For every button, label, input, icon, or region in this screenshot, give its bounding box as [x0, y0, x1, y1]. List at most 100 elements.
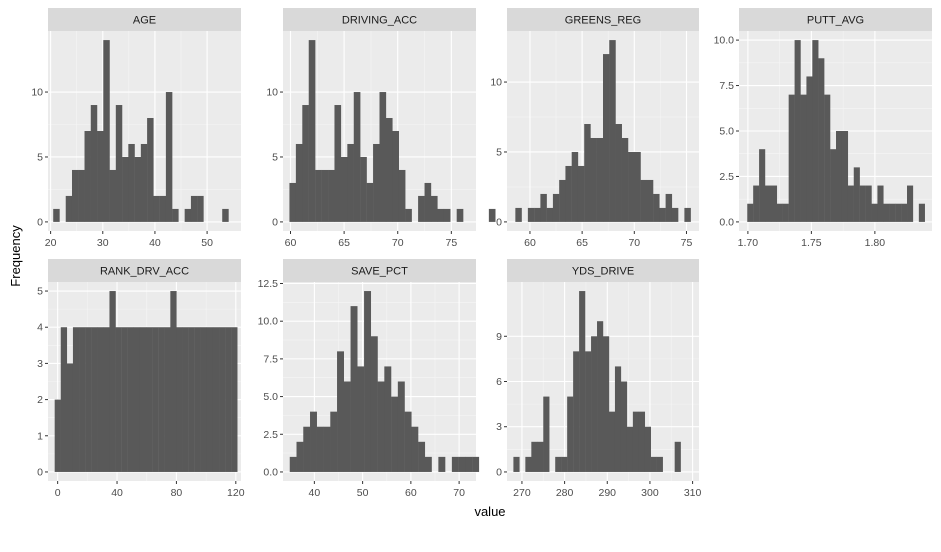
histogram-bar	[310, 411, 317, 472]
y-tick-label: 6	[496, 376, 502, 388]
histogram-bar	[398, 169, 406, 222]
histogram-bar	[103, 327, 110, 472]
y-tick-label: 2	[37, 394, 43, 406]
x-tick-label: 300	[641, 487, 659, 499]
histogram-bar	[644, 426, 651, 472]
histogram-bar	[646, 179, 654, 222]
x-tick-label: 1.80	[865, 237, 886, 249]
y-tick-label: 5	[37, 286, 43, 298]
histogram-bar	[184, 208, 192, 222]
histogram-bar	[128, 143, 135, 222]
histogram-bar	[405, 208, 412, 222]
x-tick-label: 70	[392, 237, 404, 249]
histogram-bar	[411, 426, 419, 472]
histogram-bar	[72, 327, 80, 472]
histogram-bar	[321, 169, 329, 222]
histogram-bar	[219, 327, 226, 472]
y-tick-label: 2.5	[719, 171, 734, 183]
histogram-bar	[830, 149, 837, 222]
y-tick-label: 7.5	[263, 353, 278, 365]
facet-driving-acc: DRIVING_ACC 0 5 10 60 65 70 75	[266, 8, 496, 249]
y-tick-label: 10.0	[714, 35, 735, 47]
y-tick-label: 5.0	[719, 126, 734, 138]
y-tick-label: 5	[496, 146, 502, 158]
histogram-bar	[438, 456, 446, 472]
histogram-bar	[347, 143, 354, 222]
histogram-bar	[865, 185, 872, 222]
histogram-bar	[170, 291, 177, 472]
histogram-bar	[537, 441, 544, 472]
histogram-bar	[577, 165, 585, 222]
histogram-bar	[634, 151, 641, 222]
histogram-bar	[158, 327, 165, 472]
histogram-bar	[153, 195, 160, 222]
histogram-bar	[397, 381, 405, 472]
facet-strip-label: SAVE_PCT	[351, 266, 408, 278]
y-tick-label: 0	[272, 216, 278, 228]
histogram-bar	[79, 327, 86, 472]
histogram-bar	[596, 137, 604, 222]
histogram-bar	[918, 203, 925, 222]
histogram-bar	[430, 195, 438, 222]
histogram-bar	[555, 456, 562, 472]
histogram-bar	[152, 327, 159, 472]
histogram-bar	[164, 327, 171, 472]
facet-rank-drv-acc: RANK_DRV_ACC 0 1 2 3 4 5 0 40 80 120	[37, 259, 245, 499]
histogram-bar	[565, 165, 572, 222]
x-tick-label: 60	[405, 487, 417, 499]
histogram-bar	[824, 94, 831, 222]
histogram-bar	[573, 351, 580, 472]
histogram-bar	[176, 327, 183, 472]
facet-strip-label: AGE	[133, 15, 156, 27]
histogram-bar	[546, 207, 554, 222]
y-tick-label: 1	[37, 430, 43, 442]
facet-strip	[283, 259, 476, 282]
histogram-bar	[603, 54, 610, 222]
histogram-bar	[788, 94, 795, 222]
x-tick-label: 60	[285, 237, 297, 249]
histogram-bar	[552, 193, 560, 222]
histogram-bar	[620, 381, 628, 472]
histogram-bar	[231, 327, 238, 472]
histogram-bar	[638, 411, 646, 472]
histogram-bar	[340, 156, 348, 222]
x-tick-label: 1.75	[801, 237, 822, 249]
histogram-bar	[370, 336, 378, 472]
histogram-bar	[384, 366, 392, 472]
facet-strip-label: DRIVING_ACC	[342, 15, 417, 27]
histogram-bar	[776, 203, 783, 222]
histogram-bar	[800, 94, 807, 222]
histogram-bar	[759, 149, 766, 222]
histogram-bar	[659, 207, 666, 222]
histogram-bar	[653, 193, 660, 222]
histogram-bar	[323, 426, 331, 472]
histogram-bar	[626, 426, 634, 472]
histogram-bar	[315, 169, 322, 222]
histogram-bar	[379, 92, 387, 222]
facet-greens-reg: GREENS_REG 0 5 10 60 65 70 75	[490, 8, 699, 249]
histogram-bar	[182, 327, 189, 472]
histogram-bar	[684, 207, 691, 222]
histogram-bar	[895, 203, 902, 222]
histogram-bar	[640, 179, 648, 222]
y-tick-label: 0	[37, 466, 43, 478]
y-tick-label: 4	[37, 322, 43, 334]
y-tick-label: 0	[496, 466, 502, 478]
facet-strip	[48, 8, 241, 31]
histogram-bar	[437, 208, 445, 222]
histogram-bar	[385, 118, 393, 222]
histogram-bar	[71, 169, 79, 222]
histogram-bar	[770, 185, 778, 222]
x-tick-label: 65	[576, 237, 588, 249]
histogram-bar	[585, 351, 592, 472]
x-tick-label: 60	[524, 237, 536, 249]
histogram-bar	[54, 399, 61, 472]
x-tick-label: 0	[55, 487, 61, 499]
histogram-bar	[222, 208, 229, 222]
x-tick-label: 75	[445, 237, 457, 249]
y-tick-label: 5	[272, 151, 278, 163]
y-tick-label: 10	[266, 87, 278, 99]
histogram-bar	[159, 195, 167, 222]
